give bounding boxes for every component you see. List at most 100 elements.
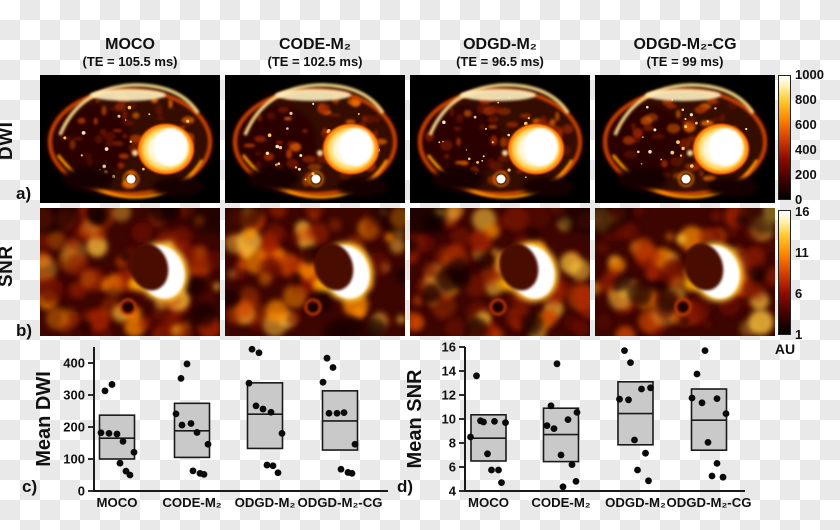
data-point	[480, 418, 487, 426]
column-header-moco: MOCO (TE = 105.5 ms)	[40, 35, 220, 70]
x-category-label: ODGD-M₂-CG	[298, 495, 383, 510]
data-point	[634, 466, 641, 474]
dwi-image-code-m2	[225, 75, 405, 203]
y-axis-label: Mean SNR	[404, 369, 426, 468]
x-category-label: CODE-M₂	[162, 495, 221, 510]
snr-image-code-m2	[225, 208, 405, 336]
data-point	[97, 429, 105, 437]
data-point	[108, 381, 116, 388]
data-point	[113, 430, 121, 438]
data-point	[488, 466, 495, 474]
data-point	[557, 451, 565, 459]
data-point	[484, 450, 491, 458]
panel-label-a: a)	[16, 184, 32, 203]
data-point	[616, 395, 623, 403]
data-point	[319, 378, 327, 386]
y-tick-label: 200	[63, 420, 85, 435]
data-point	[252, 402, 260, 410]
data-point	[259, 405, 267, 413]
row-label-snr: SNR	[0, 245, 17, 287]
data-point	[568, 461, 576, 468]
y-tick-label: 6	[449, 460, 456, 475]
y-tick-label: 100	[63, 452, 85, 467]
data-point	[200, 470, 208, 478]
colorbar-tick-label: 400	[795, 142, 817, 157]
snr-image-moco	[40, 208, 220, 336]
panel-label-b: b)	[16, 321, 33, 340]
data-point	[693, 370, 701, 378]
x-category-label: ODGD-M₂-CG	[667, 495, 752, 510]
data-point	[625, 396, 632, 404]
data-point	[337, 465, 345, 473]
data-point	[269, 462, 277, 470]
data-point	[491, 418, 498, 425]
data-point	[323, 354, 331, 362]
y-tick-label: 14	[442, 364, 457, 379]
data-point	[267, 408, 275, 416]
data-point	[498, 479, 505, 486]
dwi-image-odgd-m2	[410, 75, 590, 203]
y-tick-label: 10	[442, 412, 456, 427]
data-point	[255, 349, 263, 357]
data-point	[329, 364, 337, 371]
column-header-code-m2: CODE-M₂ (TE = 102.5 ms)	[225, 35, 405, 70]
column-title: MOCO	[105, 36, 155, 53]
colorbar-tick-label: 11	[795, 245, 809, 260]
y-tick-label: 16	[442, 342, 456, 355]
data-point	[559, 483, 567, 491]
data-point	[713, 460, 721, 467]
data-point	[274, 469, 282, 477]
data-point	[348, 470, 356, 477]
dwi-colorbar	[778, 75, 791, 200]
data-point	[572, 478, 580, 485]
data-point	[645, 477, 652, 485]
data-point	[543, 422, 551, 429]
column-te: (TE = 99 ms)	[646, 54, 724, 70]
data-point	[713, 395, 721, 402]
data-point	[553, 360, 561, 368]
data-point	[621, 347, 628, 354]
data-point	[116, 459, 124, 467]
panel-label-d: d)	[397, 477, 414, 496]
y-tick-label: 4	[449, 484, 457, 499]
data-point	[647, 384, 654, 392]
colorbar-tick-label: 0	[795, 192, 803, 207]
box	[246, 382, 284, 450]
x-category-label: CODE-M₂	[531, 495, 590, 510]
data-point	[701, 347, 709, 354]
data-point	[178, 421, 186, 429]
data-point	[193, 429, 201, 436]
data-point	[502, 419, 509, 426]
data-point	[547, 402, 555, 410]
y-tick-label: 0	[78, 484, 85, 499]
column-te: (TE = 96.5 ms)	[456, 54, 544, 70]
data-point	[719, 473, 727, 481]
data-point	[638, 385, 645, 393]
data-point	[119, 438, 127, 445]
data-point	[688, 394, 696, 402]
data-point	[101, 387, 109, 395]
data-point	[126, 471, 134, 479]
data-point	[248, 345, 256, 353]
data-point	[189, 467, 197, 475]
snr-image-odgd-m2-cg	[595, 208, 775, 336]
data-point	[722, 410, 730, 417]
data-point	[708, 472, 716, 480]
data-point	[467, 433, 474, 441]
y-axis-label: Mean DWI	[33, 371, 55, 467]
colorbar-tick-label: 800	[795, 92, 817, 107]
x-category-label: MOCO	[468, 495, 509, 510]
data-point	[550, 425, 558, 432]
data-point	[130, 448, 138, 456]
mean-dwi-chart: 0 100 200 300 400 Mean DWI MOCO CODE-M₂ ODGD-M₂ O…	[33, 345, 388, 510]
data-point	[183, 360, 191, 368]
data-point	[278, 430, 286, 437]
data-point	[105, 430, 113, 437]
x-category-label: ODGD-M₂	[605, 495, 666, 510]
data-point	[325, 409, 333, 417]
column-header-odgd-m2-cg: ODGD-M₂-CG (TE = 99 ms)	[595, 35, 775, 70]
colorbar-tick-label: 200	[795, 167, 817, 182]
data-point	[351, 440, 359, 448]
data-point	[642, 449, 649, 457]
